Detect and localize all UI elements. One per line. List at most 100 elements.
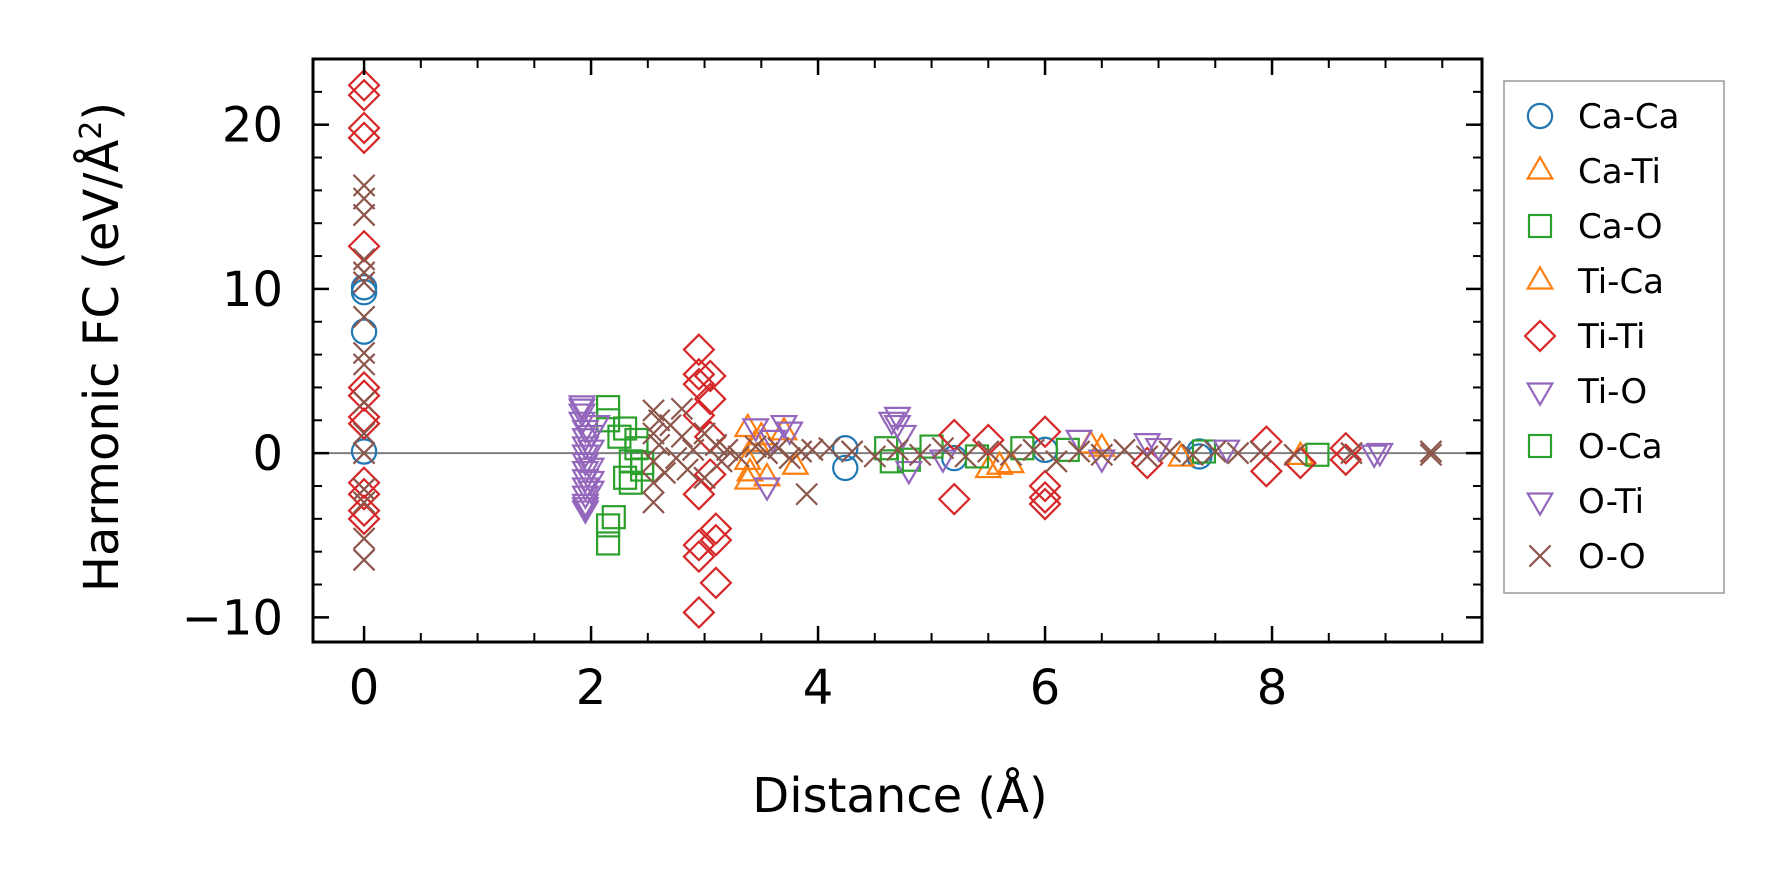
- data-point-ti-o-30: [1212, 439, 1241, 465]
- data-point-o-ti-1: [571, 497, 600, 522]
- data-point-ti-ti-39: [1329, 431, 1363, 465]
- y-tick-label: 0: [252, 426, 283, 482]
- plot-frame: [311, 57, 1484, 644]
- legend-entry-ca-ti: Ca-Ti: [1525, 152, 1661, 192]
- legend-entry-o-ca: O-Ca: [1527, 427, 1663, 467]
- data-point-ti-o-14: [576, 439, 606, 465]
- data-point-o-o-32: [704, 433, 728, 457]
- labels-layer: Distance (Å) Harmonic FC (eV/Å2): [73, 102, 1048, 824]
- data-point-ti-ti-9: [347, 466, 381, 500]
- data-point-ti-ti-37: [1249, 454, 1283, 488]
- data-point-ti-o-6: [571, 444, 600, 469]
- data-point-o-o-2: [352, 203, 376, 227]
- data-point-ca-ca-4: [832, 454, 859, 482]
- data-point-ti-o-15: [576, 457, 606, 483]
- x-tick-label: 0: [349, 660, 380, 716]
- x-tick-label: 8: [1257, 660, 1288, 716]
- data-point-o-o-10: [352, 422, 376, 445]
- data-point-o-o-35: [727, 445, 750, 468]
- data-point-o-o-11: [352, 441, 376, 465]
- data-point-o-o-33: [710, 450, 733, 473]
- data-point-o-o-66: [1419, 443, 1443, 467]
- legend-label-ti-ca: Ti-Ca: [1577, 262, 1664, 302]
- data-point-o-o-54: [1067, 440, 1091, 463]
- legend-entry-ca-o: Ca-O: [1527, 207, 1663, 247]
- data-point-o-o-26: [670, 397, 694, 421]
- data-point-o-o-60: [1203, 440, 1227, 463]
- legend-marker-ca-o: [1527, 213, 1553, 239]
- data-point-o-o-50: [976, 440, 1000, 463]
- data-point-ti-o-24: [888, 424, 918, 450]
- data-point-ca-ca-2: [350, 274, 378, 301]
- legend-label-o-o: O-O: [1578, 537, 1646, 577]
- data-point-ca-ca-5: [832, 435, 859, 462]
- data-point-ti-ti-10: [347, 477, 381, 511]
- data-point-ti-ti-33: [1028, 480, 1062, 514]
- y-axis-label-close: ): [74, 102, 130, 121]
- data-point-ti-ti-16: [682, 398, 716, 432]
- data-point-o-o-27: [670, 425, 694, 449]
- data-point-o-o-64: [1340, 441, 1363, 465]
- legend-label-ca-ca: Ca-Ca: [1578, 97, 1679, 137]
- y-axis-label: Harmonic FC (eV/Å2): [73, 102, 130, 592]
- data-point-ca-ca-0: [350, 318, 378, 345]
- data-point-ti-ti-22: [693, 382, 727, 416]
- data-point-o-o-6: [352, 305, 376, 329]
- data-point-o-ti-5: [877, 411, 907, 437]
- data-point-ca-ti-1: [733, 412, 762, 438]
- legend-entry-o-o: O-O: [1528, 537, 1646, 577]
- data-point-ti-ti-30: [971, 423, 1005, 457]
- legend-marker-ti-o: [1525, 382, 1555, 407]
- data-point-ca-ca-9: [1186, 438, 1213, 465]
- data-point-o-o-53: [1045, 450, 1068, 473]
- series-ti-o: [567, 395, 1395, 525]
- y-tick-label: 10: [222, 262, 283, 318]
- data-point-ti-ti-4: [347, 229, 381, 263]
- legend: Ca-Ca Ca-Ti Ca-O Ti-Ca Ti-Ti Ti-O O-Ca O-Ti O-O: [1503, 80, 1725, 594]
- data-point-o-o-65: [1419, 440, 1443, 463]
- data-point-o-o-36: [744, 435, 767, 458]
- data-point-ca-o-1: [595, 513, 621, 538]
- data-point-o-o-29: [681, 438, 705, 462]
- data-point-o-o-20: [642, 491, 665, 514]
- legend-label-ti-ti: Ti-Ti: [1577, 317, 1646, 357]
- legend-marker-o-o: [1528, 544, 1552, 568]
- data-point-ti-ti-21: [693, 359, 727, 393]
- data-point-o-o-13: [352, 491, 376, 514]
- data-point-ti-o-20: [769, 414, 799, 440]
- data-point-o-o-62: [1249, 440, 1273, 463]
- data-point-ti-ti-0: [347, 68, 381, 102]
- legend-marker-o-ca: [1527, 433, 1553, 459]
- data-point-ca-ti-4: [752, 461, 782, 487]
- legend-marker-ca-ti: [1525, 155, 1555, 180]
- data-point-ti-ca-1: [747, 420, 776, 446]
- data-point-o-o-55: [1090, 443, 1114, 467]
- data-point-ti-ti-2: [347, 111, 381, 145]
- data-point-o-o-61: [1226, 441, 1250, 465]
- data-point-o-o-1: [352, 187, 376, 210]
- legend-marker-ti-ti: [1523, 319, 1557, 353]
- data-point-ti-o-26: [928, 449, 958, 474]
- data-point-o-o-51: [999, 443, 1023, 467]
- legend-entry-ti-ca: Ti-Ca: [1525, 262, 1664, 302]
- data-point-ca-o-11: [896, 447, 921, 472]
- data-point-ti-ca-2: [985, 450, 1014, 475]
- y-tick-label: −10: [182, 590, 283, 646]
- data-point-ti-ti-31: [1028, 415, 1062, 449]
- x-tick-label: 4: [803, 660, 834, 716]
- legend-entry-ti-o: Ti-O: [1525, 372, 1647, 412]
- legend-entry-ca-ca: Ca-Ca: [1526, 97, 1679, 137]
- data-point-o-o-58: [1158, 440, 1182, 463]
- x-tick-label: 2: [576, 660, 607, 716]
- data-point-o-o-48: [931, 436, 955, 460]
- data-point-o-o-8: [352, 353, 376, 376]
- data-point-ti-o-0: [567, 395, 597, 420]
- data-point-o-o-49: [954, 445, 977, 468]
- legend-label-o-ca: O-Ca: [1578, 427, 1663, 467]
- data-point-ti-ti-12: [347, 502, 381, 536]
- legend-marker-o-ti: [1525, 492, 1555, 517]
- data-point-ti-o-10: [571, 477, 600, 502]
- data-point-ca-ti-10: [1167, 442, 1196, 467]
